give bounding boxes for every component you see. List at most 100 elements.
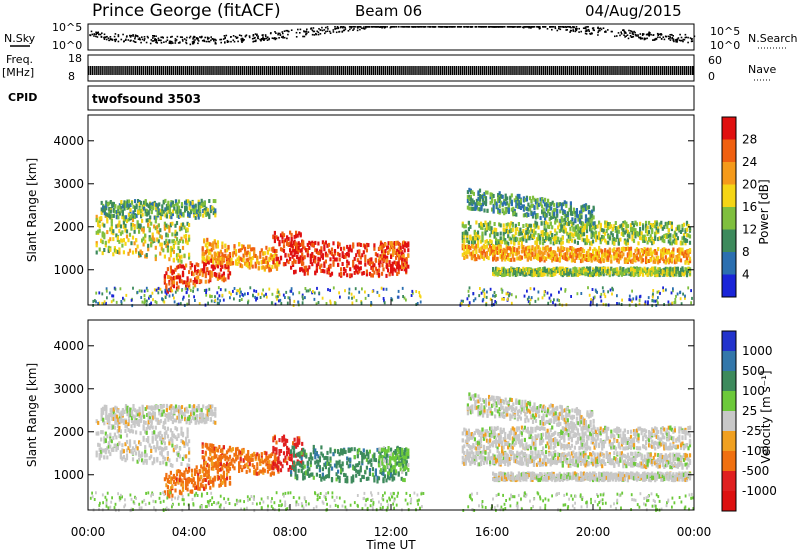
power-cell [534,215,538,220]
power-cell [537,245,540,250]
power-cell [171,221,174,226]
noise-dot [105,38,108,41]
power-cell [171,247,174,252]
power-cell [563,217,566,222]
power-cell [541,197,544,202]
noise-dot [494,26,497,28]
power-cell [271,254,274,259]
noise-dot [203,39,205,41]
power-cell [501,257,504,262]
noise-dot [117,40,120,43]
noise-dot [672,35,674,37]
power-cell [244,251,247,256]
noise-dot [512,26,515,28]
power-cell [109,247,112,252]
power-cell [150,210,153,215]
power-cell [510,237,513,242]
freq-mark [603,66,605,75]
power-cell [124,217,127,222]
power-cell [539,197,542,202]
power-cell [583,203,586,208]
power-cell [666,258,669,263]
power-cell [681,236,684,241]
power-cell [265,245,268,250]
power-cell [598,250,601,255]
power-cell [466,254,469,259]
noise-dot [265,37,268,40]
noise-dot [275,37,278,40]
noise-dot [626,34,629,36]
power-cell [393,267,396,272]
noise-dot [576,28,578,30]
noise-dot [181,38,184,41]
power-cell [108,201,111,206]
noise-dot [122,33,124,36]
power-cell [203,262,206,266]
noise-dot [359,28,361,31]
power-cell [387,250,390,255]
freq-mark [150,66,153,75]
power-cell [549,240,552,245]
power-cell [660,253,663,258]
power-cell [502,247,505,252]
power-cell [580,209,583,214]
power-cell [181,245,185,250]
power-cell [485,226,489,231]
noise-dot [230,40,232,43]
power-cell [654,259,657,264]
noise-dot [338,31,340,33]
power-cell [151,239,154,244]
power-cell [498,241,501,246]
power-cell [654,270,657,275]
noise-dot [584,32,587,35]
noise-dot [620,33,623,35]
power-cell [489,251,492,256]
power-cell [628,247,631,251]
noise-dot [117,35,120,38]
power-cell [353,265,356,270]
noise-dot [524,26,527,28]
power-cell [585,271,589,276]
freq-mark [124,66,126,75]
power-cell [103,235,106,240]
power-cell [401,257,404,262]
power-cell [493,272,496,277]
power-cell [543,226,546,231]
power-cell [209,272,212,277]
power-cell [166,241,169,246]
noise-dot [129,40,132,42]
power-cell [318,265,321,270]
power-cell [262,256,265,261]
power-cell [286,239,289,244]
power-cell [496,232,499,237]
noise-dot [466,26,469,28]
power-cell [361,253,364,258]
power-cell [142,228,145,233]
power-cell [102,208,105,213]
power-cell [658,267,661,272]
power-cell [275,266,279,271]
power-cell [529,256,533,261]
power-cell [530,203,533,208]
power-cell [522,237,525,242]
freq-mark [215,66,217,75]
power-cell [604,238,607,243]
power-cell [306,253,309,258]
power-cell [478,202,482,207]
power-cell [581,269,584,274]
power-cell [629,252,633,257]
power-cell [206,260,209,265]
noise-dot [295,31,298,34]
power-cell [670,227,673,232]
freq-mark [657,66,660,75]
noise-dot [487,26,490,28]
power-cell [300,267,303,272]
power-cell [498,249,501,254]
power-cell [466,238,469,243]
noise-dot [200,36,203,38]
power-cell [171,239,174,244]
power-cell [654,236,657,241]
power-cell [382,258,386,263]
noise-dot [604,30,607,32]
power-cell [646,225,649,230]
